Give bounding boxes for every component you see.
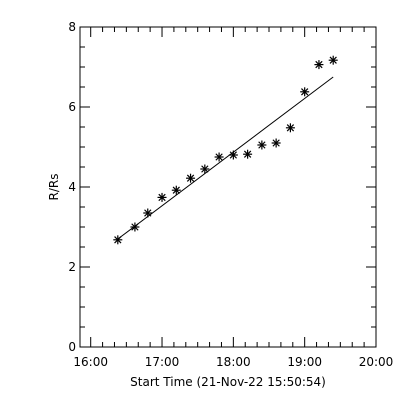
data-point — [186, 173, 196, 183]
data-point — [228, 150, 238, 160]
x-axis: 16:00 17:00 18:00 19:00 20:00 — [73, 27, 393, 369]
data-point — [171, 185, 181, 195]
y-tick-label: 2 — [68, 260, 76, 274]
fit-line-layer — [117, 76, 334, 240]
data-point — [143, 208, 153, 218]
data-point — [271, 138, 281, 148]
data-point — [257, 140, 267, 150]
y-tick-label: 6 — [68, 100, 76, 114]
data-point — [157, 192, 167, 202]
x-tick-label: 16:00 — [73, 355, 108, 369]
y-axis-label: R/Rs — [47, 174, 61, 201]
data-point — [243, 149, 253, 159]
y-tick-label: 0 — [68, 340, 76, 354]
x-tick-label: 17:00 — [145, 355, 180, 369]
x-tick-label: 20:00 — [359, 355, 394, 369]
y-tick-label: 4 — [68, 180, 76, 194]
x-tick-label: 18:00 — [216, 355, 251, 369]
data-point — [113, 235, 123, 245]
plot-frame — [79, 26, 377, 348]
data-point — [328, 55, 338, 65]
y-axis: 0 2 4 6 8 — [68, 20, 376, 354]
x-tick-label: 19:00 — [287, 355, 322, 369]
data-point — [285, 123, 295, 133]
fit-line — [117, 76, 334, 240]
data-point — [314, 60, 324, 70]
data-point — [130, 222, 140, 232]
y-tick-label: 8 — [68, 20, 76, 34]
x-axis-label: Start Time (21-Nov-22 15:50:54) — [130, 375, 326, 389]
data-point — [300, 87, 310, 97]
plot-area-border — [79, 26, 377, 348]
points-layer — [113, 55, 338, 245]
data-point — [200, 164, 210, 174]
data-point — [214, 152, 224, 162]
